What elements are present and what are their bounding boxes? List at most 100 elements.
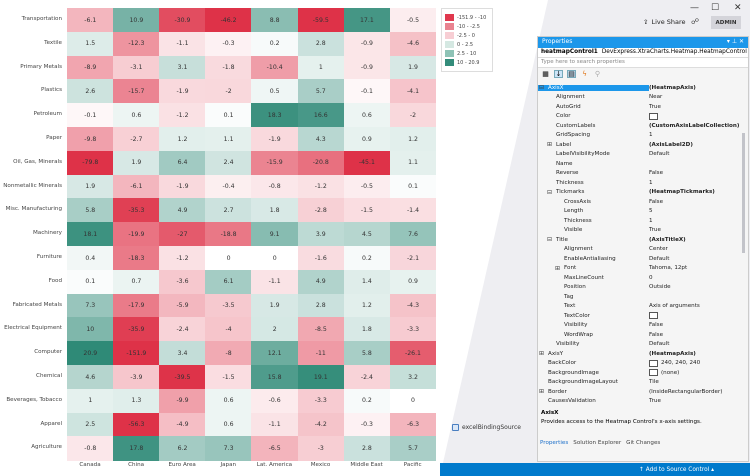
heatmap-cell[interactable]: -0.3: [205, 31, 252, 57]
heatmap-cell[interactable]: 1.4: [343, 269, 391, 295]
heatmap-cell[interactable]: 19.1: [297, 365, 345, 390]
heatmap-cell[interactable]: -2.1: [389, 246, 437, 271]
heatmap-cell[interactable]: -45.1: [343, 150, 391, 176]
account-button[interactable]: ADMIN: [711, 16, 741, 29]
property-row[interactable]: BackColor 240, 240, 240: [538, 359, 742, 369]
property-value[interactable]: Default: [649, 151, 669, 157]
feedback-icon[interactable]: ☍: [691, 17, 700, 26]
properties-icon[interactable]: ▤: [567, 70, 576, 78]
heatmap-cell[interactable]: -4.9: [159, 412, 206, 437]
object-selector[interactable]: heatmapControl1 DevExpress.XtraCharts.Hea…: [538, 48, 748, 58]
heatmap-cell[interactable]: 0.7: [113, 269, 160, 295]
property-value[interactable]: Center: [649, 246, 668, 252]
expand-toggle-icon[interactable]: ⊟: [547, 188, 553, 196]
heatmap-cell[interactable]: -15.7: [113, 79, 160, 104]
heatmap-cell[interactable]: 0.5: [251, 79, 298, 104]
property-row[interactable]: Reverse False: [538, 169, 742, 179]
property-value[interactable]: (AxisLabel2D): [649, 142, 693, 148]
heatmap-cell[interactable]: -151.9: [113, 341, 160, 366]
heatmap-cell[interactable]: -1.2: [297, 174, 345, 199]
heatmap-cell[interactable]: 2.7: [205, 198, 252, 223]
heatmap-cell[interactable]: 15.8: [251, 365, 298, 390]
categorized-icon[interactable]: ▦: [542, 70, 549, 78]
heatmap-cell[interactable]: -35.3: [113, 198, 160, 223]
property-value[interactable]: Tile: [649, 379, 659, 385]
property-row[interactable]: Length 5: [538, 207, 742, 217]
property-value[interactable]: True: [649, 104, 661, 110]
property-value[interactable]: False: [649, 322, 663, 328]
property-row[interactable]: CausesValidation True: [538, 397, 742, 407]
heatmap-cell[interactable]: 0.9: [343, 127, 391, 152]
heatmap-cell[interactable]: -8.5: [297, 317, 345, 342]
heatmap-cell[interactable]: 18.1: [67, 222, 114, 247]
heatmap-cell[interactable]: -3.6: [159, 269, 206, 295]
expand-toggle-icon[interactable]: ⊞: [539, 388, 545, 396]
heatmap-cell[interactable]: 3.2: [389, 365, 437, 390]
heatmap-cell[interactable]: 17.1: [343, 8, 391, 33]
heatmap-cell[interactable]: 1.1: [389, 150, 437, 176]
heatmap-cell[interactable]: -4: [205, 317, 252, 342]
property-value[interactable]: (HeatmapAxis): [649, 85, 696, 91]
heatmap-cell[interactable]: -0.5: [343, 174, 391, 199]
heatmap-cell[interactable]: -1.1: [251, 412, 298, 437]
heatmap-cell[interactable]: 0.2: [251, 31, 298, 57]
property-value[interactable]: [649, 312, 661, 320]
heatmap-cell[interactable]: -0.8: [251, 174, 298, 199]
heatmap-cell[interactable]: -3.9: [113, 365, 160, 390]
heatmap-cell[interactable]: -1.9: [251, 127, 298, 152]
heatmap-cell[interactable]: -3.3: [297, 388, 345, 414]
property-value[interactable]: 240, 240, 240: [649, 359, 700, 367]
heatmap-cell[interactable]: 5.7: [297, 79, 345, 104]
property-row[interactable]: ⊟ Tickmarks (HeatmapTickmarks): [538, 188, 742, 198]
heatmap-cell[interactable]: 18.3: [251, 103, 298, 128]
heatmap-cell[interactable]: 1.8: [343, 317, 391, 342]
heatmap-cell[interactable]: 1.9: [67, 174, 114, 199]
heatmap-cell[interactable]: 1: [297, 55, 345, 80]
heatmap-cell[interactable]: 1.9: [113, 150, 160, 176]
heatmap-control[interactable]: Transportation -6.1 10.9 -30.9 -46.2 8.8 -59.5…: [0, 0, 440, 476]
heatmap-cell[interactable]: -2.4: [159, 317, 206, 342]
property-value[interactable]: (InsideRectangularBorder): [649, 389, 722, 395]
property-row[interactable]: Position Outside: [538, 283, 742, 293]
heatmap-cell[interactable]: -2.4: [343, 365, 391, 390]
property-row[interactable]: WordWrap False: [538, 330, 742, 340]
property-row[interactable]: ⊞ Font Tahoma, 12pt: [538, 264, 742, 274]
excel-binding-source-component[interactable]: excelBindingSource: [452, 424, 521, 431]
heatmap-cell[interactable]: -12.3: [113, 31, 160, 57]
heatmap-cell[interactable]: 6.4: [159, 150, 206, 176]
heatmap-cell[interactable]: -1.8: [205, 55, 252, 80]
property-value[interactable]: Default: [649, 341, 669, 347]
heatmap-cell[interactable]: -0.3: [343, 412, 391, 437]
heatmap-cell[interactable]: -79.8: [67, 150, 114, 176]
property-value[interactable]: [649, 112, 661, 120]
heatmap-cell[interactable]: 2.8: [343, 436, 391, 461]
heatmap-cell[interactable]: -6.1: [113, 174, 160, 199]
property-row[interactable]: BackgroundImageLayout Tile: [538, 378, 742, 388]
expand-toggle-icon[interactable]: ⊞: [539, 350, 545, 358]
heatmap-cell[interactable]: 4.3: [297, 127, 345, 152]
heatmap-cell[interactable]: -1.2: [159, 246, 206, 271]
live-share-button[interactable]: ⇪ Live Share: [643, 18, 686, 26]
property-value[interactable]: True: [649, 398, 661, 404]
property-row[interactable]: Visible True: [538, 226, 742, 236]
property-row[interactable]: Alignment Center: [538, 245, 742, 255]
property-row[interactable]: Thickness 1: [538, 178, 742, 188]
heatmap-cell[interactable]: 2: [251, 317, 298, 342]
heatmap-cell[interactable]: -6.5: [251, 436, 298, 461]
property-value[interactable]: 1: [649, 180, 653, 186]
heatmap-cell[interactable]: 5.7: [389, 436, 437, 461]
heatmap-cell[interactable]: -39.5: [159, 365, 206, 390]
events-icon[interactable]: ϟ: [582, 70, 587, 78]
property-row[interactable]: ⊞ Label (AxisLabel2D): [538, 140, 742, 150]
heatmap-cell[interactable]: 7.3: [205, 436, 252, 461]
property-value[interactable]: True: [649, 227, 661, 233]
heatmap-cell[interactable]: 10.9: [113, 8, 160, 33]
heatmap-cell[interactable]: -1.1: [159, 31, 206, 57]
heatmap-cell[interactable]: -9.8: [67, 127, 114, 152]
property-value[interactable]: (none): [649, 369, 679, 377]
heatmap-cell[interactable]: -18.8: [205, 222, 252, 247]
property-row[interactable]: CrossAxis False: [538, 197, 742, 207]
heatmap-cell[interactable]: -4.1: [389, 79, 437, 104]
close-button[interactable]: ✕: [734, 3, 742, 13]
heatmap-cell[interactable]: -4.3: [389, 293, 437, 318]
